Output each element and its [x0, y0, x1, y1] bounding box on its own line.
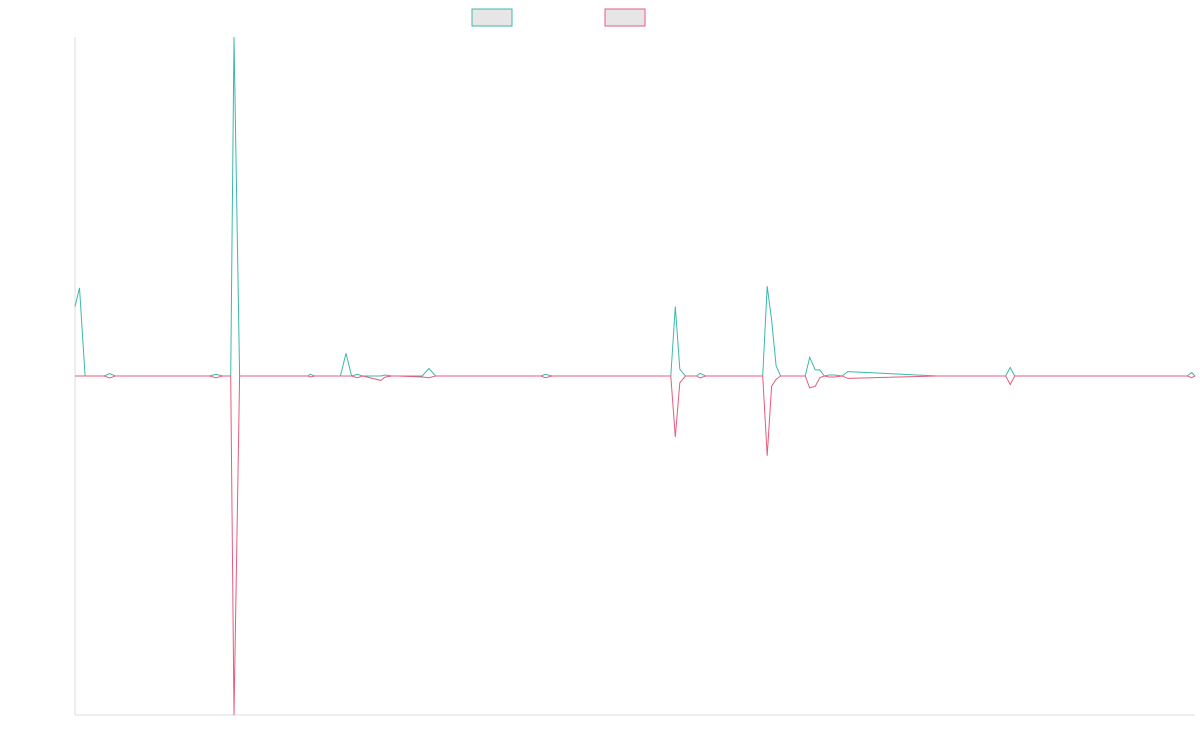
series-line-2 [75, 375, 1196, 716]
legend [471, 8, 646, 27]
legend-item-1 [471, 8, 513, 27]
legend-swatch-1 [471, 8, 513, 27]
legend-swatch-2 [604, 8, 646, 27]
series-layer [74, 36, 1196, 716]
legend-item-2 [604, 8, 646, 27]
series-line-1 [74, 36, 1196, 377]
